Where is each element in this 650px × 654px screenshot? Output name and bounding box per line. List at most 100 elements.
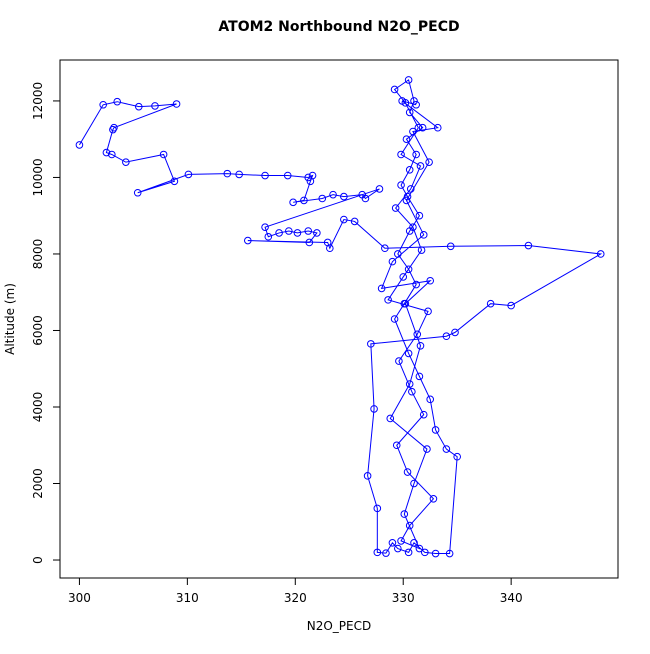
data-point <box>313 229 321 237</box>
data-point <box>402 135 411 143</box>
data-point <box>375 185 384 193</box>
data-point <box>108 150 116 159</box>
data-point <box>596 250 605 258</box>
x-tick-label: 340 <box>500 591 523 605</box>
data-point <box>102 148 111 157</box>
data-point <box>397 181 405 189</box>
data-point <box>289 198 297 207</box>
data-point <box>524 241 533 250</box>
y-tick-label: 0 <box>31 556 45 564</box>
data-point <box>415 211 424 220</box>
data-point <box>75 141 84 149</box>
data-point <box>394 250 402 258</box>
data-point <box>109 125 117 134</box>
data-point <box>133 188 142 197</box>
data-point <box>122 158 130 166</box>
data-point <box>403 192 412 201</box>
data-point <box>243 236 252 245</box>
data-point <box>415 544 424 553</box>
data-point <box>445 549 454 558</box>
y-tick-label: 12000 <box>31 82 45 120</box>
data-point <box>398 97 406 105</box>
data-point <box>442 445 451 453</box>
data-point <box>159 150 168 159</box>
y-axis-label: Altitude (m) <box>3 283 17 355</box>
data-point <box>264 232 273 241</box>
y-tick-label: 6000 <box>31 315 45 346</box>
data-point <box>390 315 399 323</box>
data-point <box>410 97 418 105</box>
data-point <box>305 238 314 247</box>
data-point <box>300 196 308 205</box>
data-point <box>403 468 412 476</box>
x-tick-label: 300 <box>68 591 91 605</box>
data-point <box>386 414 395 423</box>
data-point <box>405 108 414 117</box>
chart-title: ATOM2 Northbound N2O_PECD <box>218 19 459 35</box>
data-point <box>394 544 402 553</box>
data-point <box>361 194 370 203</box>
data-point <box>363 472 372 480</box>
data-point <box>304 227 313 235</box>
data-point <box>283 171 292 180</box>
data-point <box>425 158 433 166</box>
data-point <box>329 190 337 199</box>
data-point <box>421 548 429 557</box>
data-point <box>406 185 415 193</box>
data-point <box>431 426 440 434</box>
data-point <box>453 452 461 461</box>
data-point <box>318 194 327 203</box>
data-point <box>401 299 410 308</box>
data-point <box>405 521 414 530</box>
data-point <box>110 123 118 132</box>
data-point <box>397 537 405 545</box>
data-point <box>412 100 420 109</box>
data-point <box>113 97 122 106</box>
x-tick-label: 320 <box>284 591 307 605</box>
data-point <box>431 549 440 558</box>
data-point <box>397 150 405 159</box>
data-point <box>151 102 159 110</box>
x-tick-label: 310 <box>176 591 199 605</box>
data-point <box>275 229 283 237</box>
plot-frame <box>59 59 619 579</box>
data-point <box>388 539 397 547</box>
data-point <box>424 307 432 316</box>
data-point <box>399 273 408 281</box>
y-tick-label: 8000 <box>31 239 45 270</box>
data-point <box>235 170 243 179</box>
data-point <box>410 539 418 547</box>
data-point <box>417 246 426 254</box>
data-point <box>409 127 417 136</box>
data-point <box>392 441 401 450</box>
data-point <box>367 340 375 348</box>
data-point <box>451 328 459 337</box>
data-point <box>261 223 269 231</box>
data-point <box>419 410 428 419</box>
data-point <box>410 479 418 488</box>
data-point <box>404 548 413 557</box>
y-tick-label: 2000 <box>31 468 45 499</box>
data-point <box>412 150 420 159</box>
data-point <box>408 387 416 396</box>
data-point <box>416 341 425 350</box>
data-point <box>404 76 413 84</box>
data-point <box>400 510 409 518</box>
data-point <box>402 196 411 205</box>
data-point <box>172 100 181 108</box>
data-point <box>285 227 293 235</box>
x-tick-label: 330 <box>392 591 415 605</box>
data-point <box>373 548 382 557</box>
data-point <box>326 244 334 253</box>
data-point <box>405 380 414 388</box>
data-point <box>350 217 359 226</box>
data-point <box>377 284 386 293</box>
data-point <box>426 395 435 404</box>
data-point <box>405 165 414 174</box>
data-point <box>423 445 431 453</box>
data-point <box>414 123 423 132</box>
data-point <box>404 349 413 358</box>
data-point <box>99 100 107 109</box>
data-point <box>340 215 348 224</box>
